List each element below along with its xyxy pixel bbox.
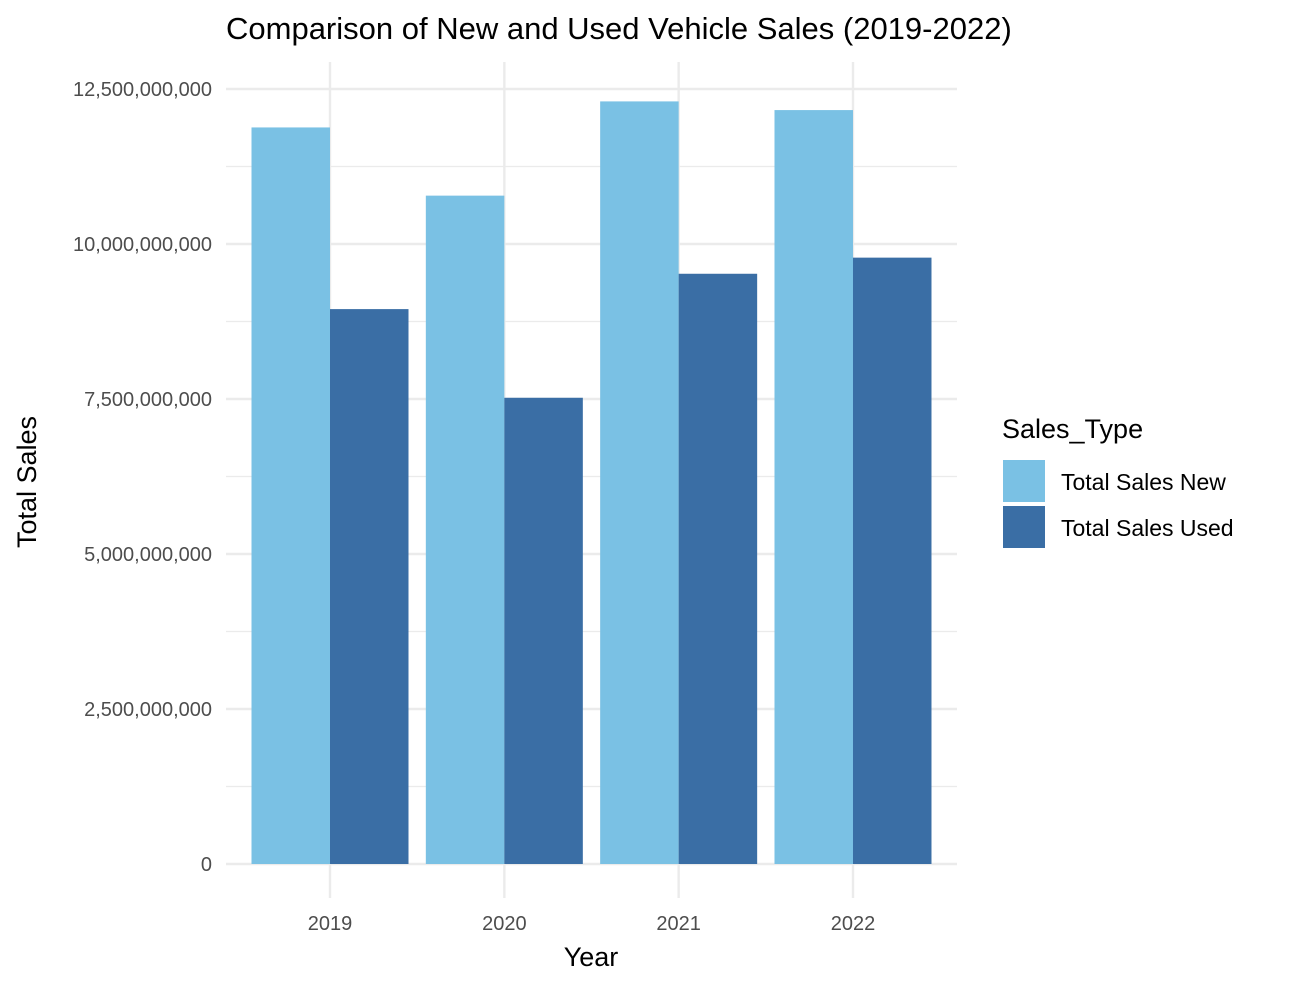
bars bbox=[251, 101, 932, 865]
x-tick-label: 2021 bbox=[656, 913, 701, 935]
y-axis-ticks: 0 2,500,000,000 5,000,000,000 7,500,000,000… bbox=[73, 79, 212, 876]
bar-total-sales-used-2021 bbox=[678, 273, 758, 864]
x-axis-ticks: 2019 2020 2021 2022 bbox=[308, 913, 875, 935]
legend-label: Total Sales Used bbox=[1061, 515, 1234, 541]
bar-total-sales-new-2021 bbox=[600, 101, 679, 864]
x-tick-label: 2022 bbox=[831, 913, 876, 935]
chart-title: Comparison of New and Used Vehicle Sales… bbox=[226, 11, 1012, 46]
legend-items: Total Sales New Total Sales Used bbox=[1003, 460, 1234, 548]
bar-total-sales-new-2019 bbox=[251, 127, 330, 864]
legend-key bbox=[1003, 506, 1045, 548]
y-tick-label: 2,500,000,000 bbox=[84, 699, 212, 721]
legend-key bbox=[1003, 460, 1045, 502]
legend-label: Total Sales New bbox=[1061, 469, 1226, 495]
bar-total-sales-used-2019 bbox=[330, 309, 409, 865]
bar-total-sales-new-2022 bbox=[774, 110, 853, 864]
bar-total-sales-used-2022 bbox=[852, 257, 932, 864]
bar-total-sales-new-2020 bbox=[425, 195, 505, 864]
y-tick-label: 5,000,000,000 bbox=[84, 544, 212, 566]
x-tick-label: 2019 bbox=[308, 913, 353, 935]
bar-total-sales-used-2020 bbox=[504, 397, 583, 864]
y-tick-label: 10,000,000,000 bbox=[73, 234, 212, 256]
legend: Sales_Type Total Sales New Total Sales Us… bbox=[1002, 414, 1234, 548]
y-axis-title: Total Sales bbox=[12, 416, 42, 548]
y-tick-label: 0 bbox=[201, 854, 212, 876]
y-tick-label: 12,500,000,000 bbox=[73, 79, 212, 101]
y-tick-label: 7,500,000,000 bbox=[84, 389, 212, 411]
x-axis-title: Year bbox=[564, 942, 619, 972]
x-tick-label: 2020 bbox=[482, 913, 527, 935]
legend-title: Sales_Type bbox=[1002, 414, 1143, 444]
